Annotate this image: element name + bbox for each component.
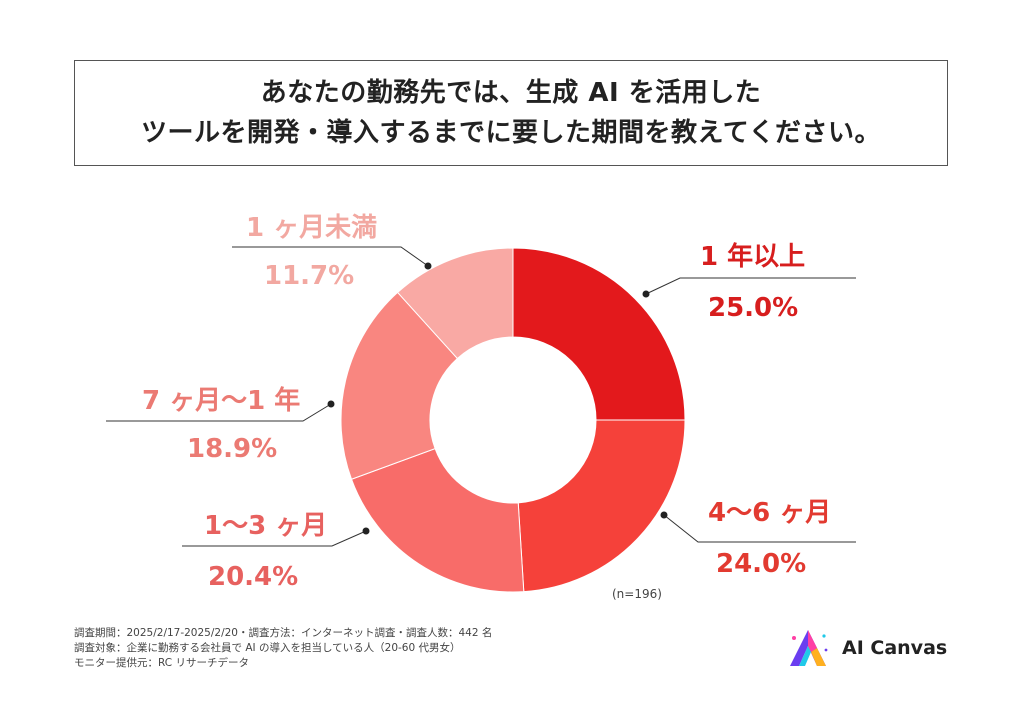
- sample-size-label: (n=196): [612, 587, 662, 601]
- brand-logo: AI Canvas: [786, 628, 947, 668]
- category-label-4-6-months: 4〜6 ヶ月: [708, 498, 832, 528]
- category-label-1yr-plus: 1 年以上: [700, 242, 806, 272]
- leader-1-3-months: [182, 530, 367, 547]
- leader-4-6-months-dot: [660, 511, 668, 519]
- footnote-target: 調査対象：企業に勤務する会社員で AI の導入を担当している人（20-60 代男…: [74, 642, 461, 654]
- value-label-7months-1yr: 18.9%: [187, 434, 278, 464]
- leader-7months-1yr-dot: [327, 400, 335, 408]
- footnote-source: モニター提供元：RC リサーチデータ: [74, 657, 249, 669]
- title-line-1: あなたの勤務先では、生成 AI を活用した: [260, 78, 762, 108]
- ai-canvas-logo-icon: [790, 630, 828, 666]
- leader-under-1-month-dot: [424, 262, 432, 270]
- survey-footnotes: 調査期間：2025/2/17-2025/2/20・調査方法：インターネット調査・…: [74, 626, 492, 671]
- value-label-1-3-months: 20.4%: [208, 562, 299, 592]
- category-label-under-1-month: 1 ヶ月未満: [246, 213, 378, 243]
- leader-7months-1yr: [106, 403, 332, 422]
- leader-1yr-plus-dot: [642, 290, 650, 298]
- leader-4-6-months: [663, 514, 856, 543]
- slice-1yr-plus: [512, 247, 686, 421]
- brand-name: AI Canvas: [842, 637, 948, 659]
- category-label-7months-1yr: 7 ヶ月〜1 年: [142, 386, 301, 416]
- leader-under-1-month: [232, 246, 429, 267]
- question-title-box: あなたの勤務先では、生成 AI を活用した ツールを開発・導入するまでに要した期…: [74, 60, 948, 166]
- slice-7months-1yr: [340, 291, 459, 480]
- leader-1-3-months-dot: [362, 527, 370, 535]
- slice-4-6-months: [517, 419, 686, 593]
- footnote-period: 調査期間：2025/2/17-2025/2/20・調査方法：インターネット調査・…: [74, 627, 493, 639]
- leader-1yr-plus: [645, 277, 856, 295]
- category-label-1-3-months: 1〜3 ヶ月: [204, 511, 328, 541]
- title-line-2: ツールを開発・導入するまでに要した期間を教えてください。: [141, 118, 881, 148]
- slice-under-1-month: [396, 247, 514, 360]
- slice-1-3-months: [350, 447, 525, 593]
- value-label-4-6-months: 24.0%: [716, 549, 807, 579]
- value-label-1yr-plus: 25.0%: [708, 293, 799, 323]
- value-label-under-1-month: 11.7%: [264, 261, 355, 291]
